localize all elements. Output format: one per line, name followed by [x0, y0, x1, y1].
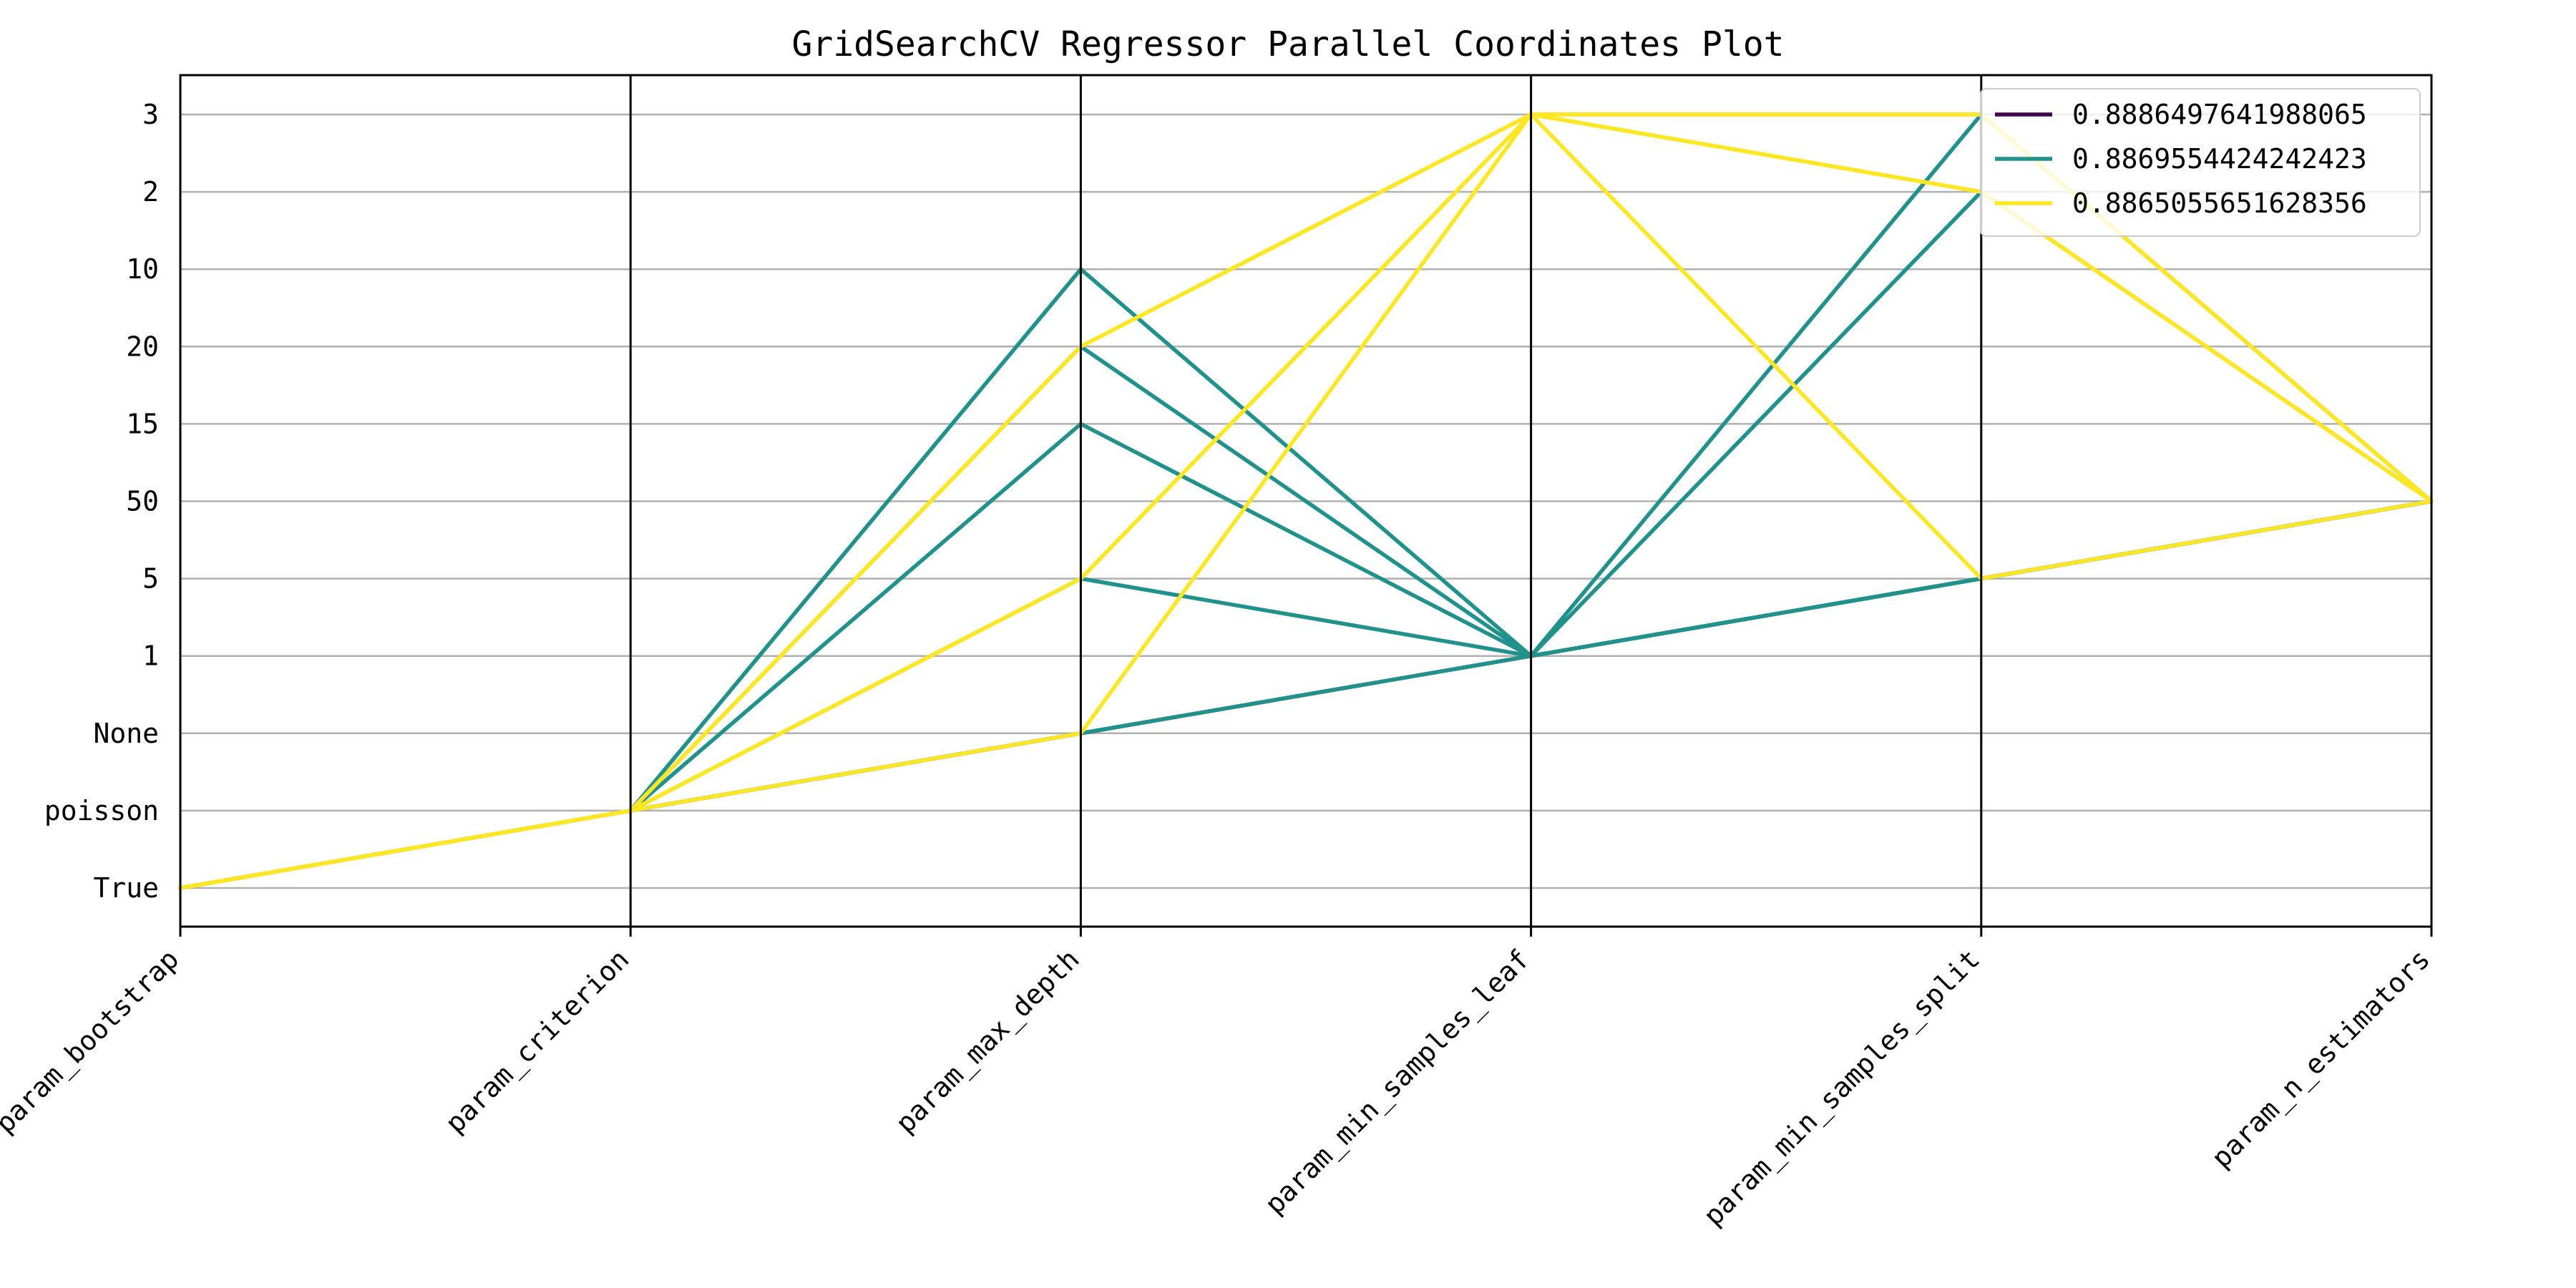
legend: 0.8886497641988065 0.8869554424242423 0.88… — [1980, 88, 2421, 237]
y-tick-label: 1 — [142, 640, 159, 672]
y-tick-label: 50 — [126, 486, 159, 517]
y-tick-label: 2 — [142, 176, 159, 208]
y-tick-label: 20 — [126, 331, 159, 362]
y-tick-label: poisson — [44, 795, 159, 826]
x-tick-label: param_bootstrap — [0, 943, 185, 1139]
x-tick-label: param_criterion — [439, 943, 635, 1139]
y-tick-label: 3 — [142, 99, 159, 130]
x-tick-labels: param_bootstrap param_criterion param_max_… — [0, 943, 2436, 1232]
legend-box — [1980, 88, 2421, 237]
x-tick-label: param_min_samples_leaf — [1259, 943, 1536, 1221]
legend-label: 0.8865055651628356 — [2072, 187, 2367, 219]
y-tick-label: 15 — [126, 408, 159, 439]
x-tick-label: param_max_depth — [889, 943, 1085, 1139]
x-tick-label: param_min_samples_split — [1697, 943, 1986, 1232]
y-tick-label: None — [93, 718, 159, 749]
y-tick-label: True — [93, 872, 159, 904]
plot-frame — [179, 74, 2433, 928]
y-tick-label: 10 — [126, 253, 159, 285]
legend-label: 0.8886497641988065 — [2072, 99, 2367, 130]
chart-title: GridSearchCV Regressor Parallel Coordina… — [791, 24, 1784, 64]
x-tick-label: param_n_estimators — [2205, 943, 2436, 1174]
y-tick-label: 5 — [142, 563, 159, 595]
legend-label: 0.8869554424242423 — [2072, 143, 2367, 175]
